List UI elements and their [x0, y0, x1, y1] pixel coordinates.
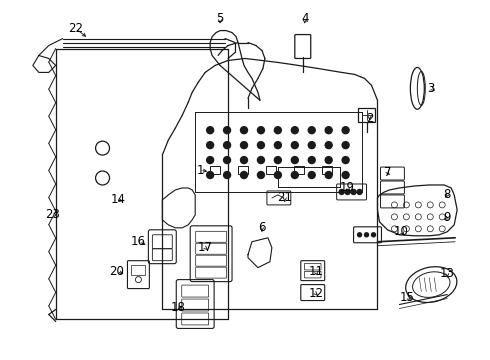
Circle shape: [292, 141, 298, 149]
Circle shape: [257, 157, 265, 163]
Circle shape: [257, 127, 265, 134]
Text: 2: 2: [366, 112, 373, 125]
Circle shape: [308, 157, 315, 163]
Circle shape: [274, 127, 281, 134]
Circle shape: [207, 127, 214, 134]
Circle shape: [308, 141, 315, 149]
Circle shape: [223, 157, 231, 163]
Circle shape: [223, 171, 231, 179]
Circle shape: [342, 141, 349, 149]
Circle shape: [223, 141, 231, 149]
Text: 17: 17: [197, 241, 213, 254]
Text: 1: 1: [196, 163, 204, 176]
Circle shape: [339, 189, 344, 194]
Text: 6: 6: [258, 221, 266, 234]
Circle shape: [274, 157, 281, 163]
Text: 22: 22: [68, 22, 83, 35]
Text: 4: 4: [301, 12, 309, 25]
Circle shape: [241, 141, 247, 149]
Circle shape: [325, 171, 332, 179]
Circle shape: [342, 157, 349, 163]
Text: 21: 21: [277, 192, 293, 204]
Circle shape: [274, 171, 281, 179]
Circle shape: [325, 157, 332, 163]
Circle shape: [207, 141, 214, 149]
Circle shape: [351, 189, 356, 194]
Circle shape: [371, 233, 375, 237]
Text: 14: 14: [111, 193, 126, 206]
Text: 19: 19: [340, 181, 355, 194]
Circle shape: [365, 233, 368, 237]
Text: 8: 8: [443, 188, 451, 202]
Text: 11: 11: [308, 265, 323, 278]
Text: 7: 7: [384, 166, 391, 179]
Text: 12: 12: [308, 287, 323, 300]
Circle shape: [207, 171, 214, 179]
Text: 23: 23: [45, 208, 60, 221]
Circle shape: [241, 127, 247, 134]
Circle shape: [345, 189, 350, 194]
Circle shape: [308, 127, 315, 134]
Circle shape: [241, 157, 247, 163]
Text: 13: 13: [440, 267, 455, 280]
Circle shape: [223, 127, 231, 134]
Circle shape: [325, 127, 332, 134]
Text: 18: 18: [171, 301, 186, 314]
Circle shape: [342, 127, 349, 134]
Circle shape: [292, 171, 298, 179]
Circle shape: [357, 189, 362, 194]
Text: 9: 9: [443, 211, 451, 224]
Circle shape: [207, 157, 214, 163]
Text: 16: 16: [131, 235, 146, 248]
Circle shape: [358, 233, 362, 237]
Circle shape: [241, 171, 247, 179]
Circle shape: [292, 157, 298, 163]
Text: 10: 10: [394, 225, 409, 238]
Text: 20: 20: [109, 265, 124, 278]
Circle shape: [257, 141, 265, 149]
Circle shape: [274, 141, 281, 149]
Circle shape: [292, 127, 298, 134]
Circle shape: [342, 171, 349, 179]
Circle shape: [308, 171, 315, 179]
Text: 3: 3: [428, 82, 435, 95]
Circle shape: [325, 141, 332, 149]
Text: 15: 15: [400, 291, 415, 304]
Circle shape: [257, 171, 265, 179]
Text: 5: 5: [217, 12, 224, 25]
